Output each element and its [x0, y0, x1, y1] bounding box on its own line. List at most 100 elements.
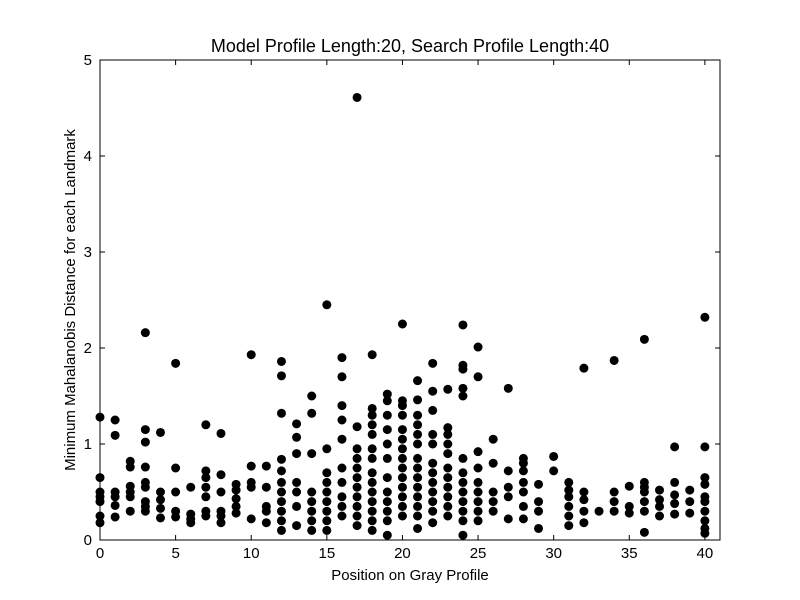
scatter-point — [367, 525, 377, 535]
scatter-point — [110, 492, 120, 502]
scatter-point — [307, 487, 317, 497]
scatter-point — [564, 501, 574, 511]
scatter-point — [261, 482, 271, 492]
scatter-point — [367, 477, 377, 487]
scatter-point — [579, 487, 589, 497]
scatter-point — [337, 501, 347, 511]
scatter-point — [276, 516, 286, 526]
scatter-point — [670, 499, 680, 509]
y-tick-label: 1 — [84, 436, 92, 453]
x-tick-label: 20 — [394, 545, 411, 562]
scatter-point — [443, 492, 453, 502]
scatter-point — [352, 511, 362, 521]
scatter-point — [337, 492, 347, 502]
scatter-point — [443, 482, 453, 492]
scatter-point — [700, 442, 710, 452]
scatter-point — [155, 503, 165, 513]
scatter-point — [322, 516, 332, 526]
scatter-point — [292, 521, 302, 531]
scatter-point — [458, 320, 468, 330]
scatter-point — [246, 461, 256, 471]
scatter-point — [397, 444, 407, 454]
x-tick-label: 15 — [318, 545, 335, 562]
scatter-point — [428, 386, 438, 396]
scatter-point — [201, 511, 211, 521]
scatter-point — [397, 463, 407, 473]
plot-area-frame — [99, 59, 721, 541]
scatter-point — [670, 477, 680, 487]
scatter-point — [382, 497, 392, 507]
scatter-point — [518, 514, 528, 524]
scatter-point — [382, 439, 392, 449]
scatter-point — [639, 527, 649, 537]
scatter-point — [428, 477, 438, 487]
scatter-point — [458, 530, 468, 540]
scatter-point — [458, 364, 468, 374]
scatter-point — [307, 391, 317, 401]
scatter-point — [367, 506, 377, 516]
scatter-point — [352, 501, 362, 511]
scatter-point — [337, 353, 347, 363]
scatter-point — [413, 410, 423, 420]
scatter-point — [337, 463, 347, 473]
scatter-point — [322, 487, 332, 497]
scatter-point — [488, 506, 498, 516]
scatter-point — [201, 473, 211, 483]
y-axis: 0 1 2 3 4 5 — [84, 52, 720, 549]
scatter-point — [397, 492, 407, 502]
y-tick-label: 5 — [84, 52, 92, 69]
scatter-point — [140, 462, 150, 472]
scatter-point — [413, 492, 423, 502]
y-tick-label: 4 — [84, 148, 92, 165]
scatter-point — [352, 482, 362, 492]
scatter-point — [276, 497, 286, 507]
scatter-point — [700, 479, 710, 489]
scatter-point — [700, 497, 710, 507]
scatter-point — [216, 518, 226, 528]
scatter-point — [382, 410, 392, 420]
scatter-point — [125, 492, 135, 502]
scatter-point — [413, 482, 423, 492]
scatter-point — [564, 477, 574, 487]
scatter-point — [639, 334, 649, 344]
scatter-point — [639, 497, 649, 507]
scatter-point — [443, 473, 453, 483]
scatter-point — [473, 463, 483, 473]
scatter-point — [155, 495, 165, 505]
scatter-point — [307, 449, 317, 459]
scatter-point — [413, 473, 423, 483]
scatter-point — [397, 425, 407, 435]
scatter-point — [700, 312, 710, 322]
scatter-point — [397, 434, 407, 444]
scatter-point — [216, 487, 226, 497]
scatter-point — [443, 429, 453, 439]
x-tick-label: 10 — [243, 545, 260, 562]
scatter-point — [352, 521, 362, 531]
scatter-point — [624, 501, 634, 511]
scatter-point — [292, 501, 302, 511]
scatter-point — [413, 439, 423, 449]
scatter-point — [518, 466, 528, 476]
scatter-point — [367, 468, 377, 478]
scatter-point — [458, 506, 468, 516]
scatter-point — [473, 447, 483, 457]
scatter-point — [292, 487, 302, 497]
scatter-point — [246, 350, 256, 360]
scatter-point — [413, 523, 423, 533]
scatter-point — [307, 525, 317, 535]
scatter-point — [352, 444, 362, 454]
scatter-point — [428, 405, 438, 415]
scatter-point — [155, 487, 165, 497]
scatter-point — [322, 444, 332, 454]
x-tick-label: 40 — [697, 545, 714, 562]
scatter-point — [534, 497, 544, 507]
scatter-point — [337, 477, 347, 487]
scatter-point — [382, 516, 392, 526]
scatter-point — [413, 463, 423, 473]
scatter-point — [261, 506, 271, 516]
scatter-point — [503, 482, 513, 492]
scatter-point — [261, 461, 271, 471]
scatter-point — [685, 508, 695, 518]
y-axis-label: Minimum Mahalanobis Distance for each La… — [62, 129, 79, 471]
scatter-point — [518, 487, 528, 497]
